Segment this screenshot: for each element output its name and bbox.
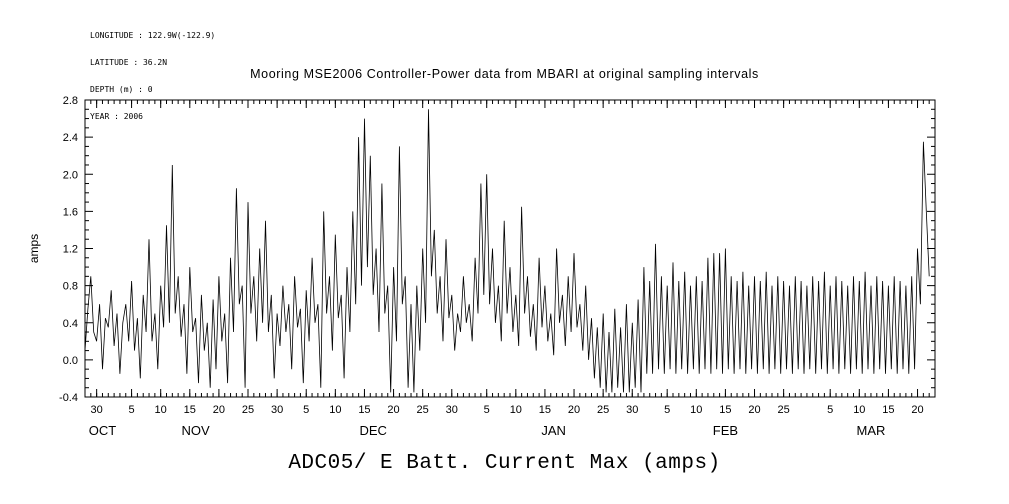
x-tick-label: 25 <box>242 404 254 416</box>
station-metadata: LONGITUDE : 122.9W(-122.9) LATITUDE : 36… <box>90 13 215 139</box>
x-tick-label: 15 <box>539 404 551 416</box>
x-tick-label: 5 <box>484 404 490 416</box>
x-tick-label: 20 <box>911 404 923 416</box>
x-tick-label: 30 <box>626 404 638 416</box>
x-tick-label: 30 <box>91 404 103 416</box>
month-label: JAN <box>541 423 566 438</box>
x-tick-label: 25 <box>778 404 790 416</box>
y-tick-label: 2.0 <box>63 169 78 181</box>
x-tick-label: 20 <box>213 404 225 416</box>
x-tick-label: 5 <box>827 404 833 416</box>
x-tick-label: 10 <box>510 404 522 416</box>
x-tick-label: 15 <box>358 404 370 416</box>
y-tick-label: 1.2 <box>63 244 78 256</box>
x-tick-label: 5 <box>303 404 309 416</box>
y-tick-label: 2.8 <box>63 95 78 107</box>
month-label: MAR <box>857 423 886 438</box>
y-tick-label: 1.6 <box>63 206 78 218</box>
x-tick-label: 20 <box>387 404 399 416</box>
longitude-label: LONGITUDE : 122.9W(-122.9) <box>90 31 216 40</box>
chart-title: Mooring MSE2006 Controller-Power data fr… <box>250 67 759 81</box>
x-tick-label: 25 <box>417 404 429 416</box>
y-tick-label: 0.8 <box>63 281 78 293</box>
y-tick-label: 0.0 <box>63 355 78 367</box>
depth-label: DEPTH (m) : 0 <box>90 85 153 94</box>
month-label: OCT <box>89 423 117 438</box>
x-tick-label: 15 <box>719 404 731 416</box>
data-series <box>84 109 930 393</box>
x-tick-label: 5 <box>664 404 670 416</box>
x-tick-label: 15 <box>882 404 894 416</box>
x-tick-label: 10 <box>329 404 341 416</box>
x-tick-label: 20 <box>568 404 580 416</box>
year-label: YEAR : 2006 <box>90 112 143 121</box>
month-label: NOV <box>182 423 211 438</box>
x-tick-label: 5 <box>129 404 135 416</box>
month-label: DEC <box>359 423 386 438</box>
x-tick-label: 15 <box>184 404 196 416</box>
x-tick-label: 10 <box>690 404 702 416</box>
month-label: FEB <box>713 423 738 438</box>
x-tick-label: 25 <box>597 404 609 416</box>
bottom-title: ADC05/ E Batt. Current Max (amps) <box>288 452 721 475</box>
y-axis-label: amps <box>27 234 41 263</box>
y-tick-label: -0.4 <box>59 392 78 404</box>
latitude-label: LATITUDE : 36.2N <box>90 58 168 67</box>
x-tick-label: 20 <box>748 404 760 416</box>
x-tick-label: 10 <box>155 404 167 416</box>
x-tick-label: 30 <box>271 404 283 416</box>
y-tick-label: 2.4 <box>63 132 78 144</box>
x-tick-label: 30 <box>446 404 458 416</box>
y-tick-label: 0.4 <box>63 318 78 330</box>
plot-frame <box>84 99 936 398</box>
x-tick-label: 10 <box>853 404 865 416</box>
